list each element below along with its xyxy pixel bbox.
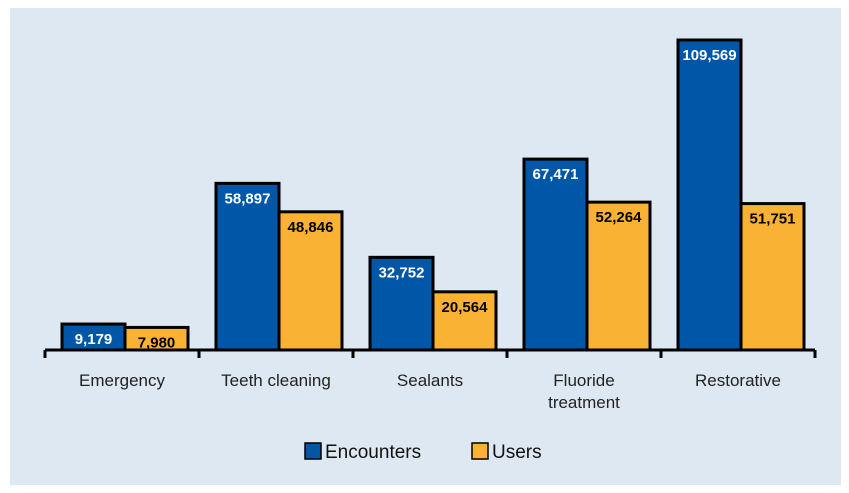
x-tick-label: Fluoride treatment (548, 371, 620, 412)
data-label: 48,846 (288, 219, 334, 236)
legend-swatch (304, 442, 322, 460)
data-label: 9,179 (75, 331, 113, 348)
bar (676, 38, 743, 352)
legend-swatch (471, 442, 489, 460)
data-label: 52,264 (596, 209, 643, 226)
bar (277, 210, 344, 352)
legend-label: Users (492, 442, 542, 463)
legend-label: Encounters (325, 442, 421, 463)
bar (60, 322, 127, 352)
data-label: 58,897 (225, 190, 271, 207)
data-label: 20,564 (442, 299, 489, 316)
data-label: 7,980 (138, 334, 176, 351)
bar (368, 255, 435, 352)
data-label: 67,471 (533, 166, 579, 183)
data-label: 32,752 (379, 264, 425, 281)
bar (585, 200, 652, 352)
x-tick-label: Emergency (79, 371, 165, 390)
data-label: 109,569 (682, 47, 736, 64)
bar (214, 181, 281, 352)
data-label: 51,751 (750, 211, 796, 228)
x-tick-label: Teeth cleaning (221, 371, 331, 390)
x-tick-label: Sealants (396, 371, 464, 390)
bar (522, 157, 589, 352)
x-tick-label: Restorative (695, 371, 781, 390)
